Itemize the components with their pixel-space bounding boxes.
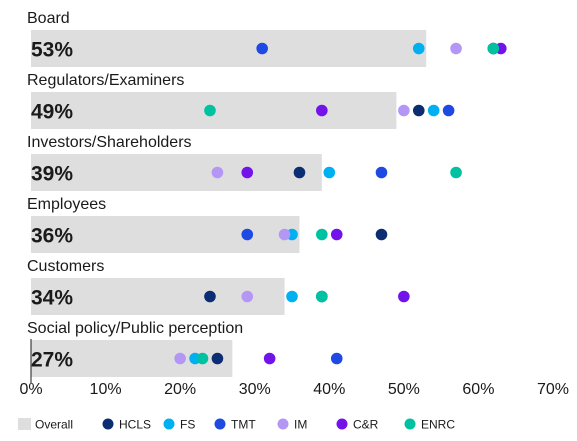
dot-tmt: [256, 42, 268, 55]
legend-label: FS: [180, 418, 195, 432]
dot-im: [450, 42, 462, 55]
overall-bar: [31, 216, 300, 253]
dot-tmt: [442, 104, 455, 117]
overall-value-label: 53%: [31, 39, 73, 62]
x-tick-label: 20%: [164, 381, 196, 398]
dot-c-r: [241, 166, 254, 179]
x-tick-label: 30%: [239, 381, 271, 398]
dot-enrc: [204, 104, 216, 117]
category-label: Investors/Shareholders: [27, 134, 192, 151]
legend-swatch-tmt: [214, 418, 226, 430]
dot-enrc: [316, 290, 328, 303]
dot-fs: [286, 290, 298, 303]
category-label: Social policy/Public perception: [27, 320, 243, 337]
dot-hcls: [204, 290, 216, 303]
overall-bar: [31, 154, 322, 191]
dot-c-r: [263, 352, 276, 365]
x-tick-label: 70%: [537, 381, 569, 398]
dot-c-r: [316, 104, 328, 117]
dot-im: [241, 290, 254, 303]
legend-swatch-fs: [163, 418, 175, 430]
dot-enrc: [487, 42, 500, 55]
dot-im: [174, 352, 186, 365]
overall-value-label: 27%: [31, 349, 73, 372]
dot-fs: [427, 104, 440, 117]
dot-hcls: [293, 166, 306, 179]
category-label: Regulators/Examiners: [27, 72, 184, 89]
dot-fs: [323, 166, 336, 179]
dot-im: [398, 104, 410, 117]
dot-hcls: [412, 104, 425, 117]
category-label: Customers: [27, 258, 104, 275]
category-label: Board: [27, 10, 70, 27]
x-tick-label: 0%: [19, 381, 42, 398]
legend-label: Overall: [35, 418, 73, 432]
overall-value-label: 36%: [31, 225, 73, 248]
legend-swatch-im: [277, 418, 289, 430]
dot-enrc: [450, 166, 462, 179]
dot-enrc: [316, 228, 328, 241]
overall-value-label: 39%: [31, 163, 73, 186]
dot-hcls: [375, 228, 388, 241]
overall-bar: [31, 30, 427, 67]
legend-label: TMT: [231, 418, 256, 432]
x-tick-label: 50%: [388, 381, 420, 398]
legend-swatch-hcls: [102, 418, 114, 430]
dot-c-r: [398, 290, 410, 303]
x-tick-label: 60%: [462, 381, 494, 398]
dot-c-r: [330, 228, 343, 241]
overall-value-label: 49%: [31, 101, 73, 124]
legend-swatch-c-r: [336, 418, 348, 430]
dot-fs: [412, 42, 425, 55]
dot-tmt: [375, 166, 388, 179]
legend-swatch-overall: [18, 418, 31, 430]
legend-label: IM: [294, 418, 307, 432]
x-tick-label: 10%: [90, 381, 122, 398]
overall-value-label: 34%: [31, 287, 73, 310]
category-label: Employees: [27, 196, 106, 213]
legend-swatch-enrc: [404, 418, 416, 430]
legend-label: HCLS: [119, 418, 151, 432]
dot-hcls: [211, 352, 224, 365]
dot-tmt: [330, 352, 343, 365]
dot-im: [211, 166, 224, 179]
legend-label: C&R: [353, 418, 379, 432]
x-tick-label: 40%: [313, 381, 345, 398]
dot-enrc: [196, 352, 209, 365]
dot-im: [278, 228, 291, 241]
legend-label: ENRC: [421, 418, 455, 432]
dot-tmt: [241, 228, 254, 241]
